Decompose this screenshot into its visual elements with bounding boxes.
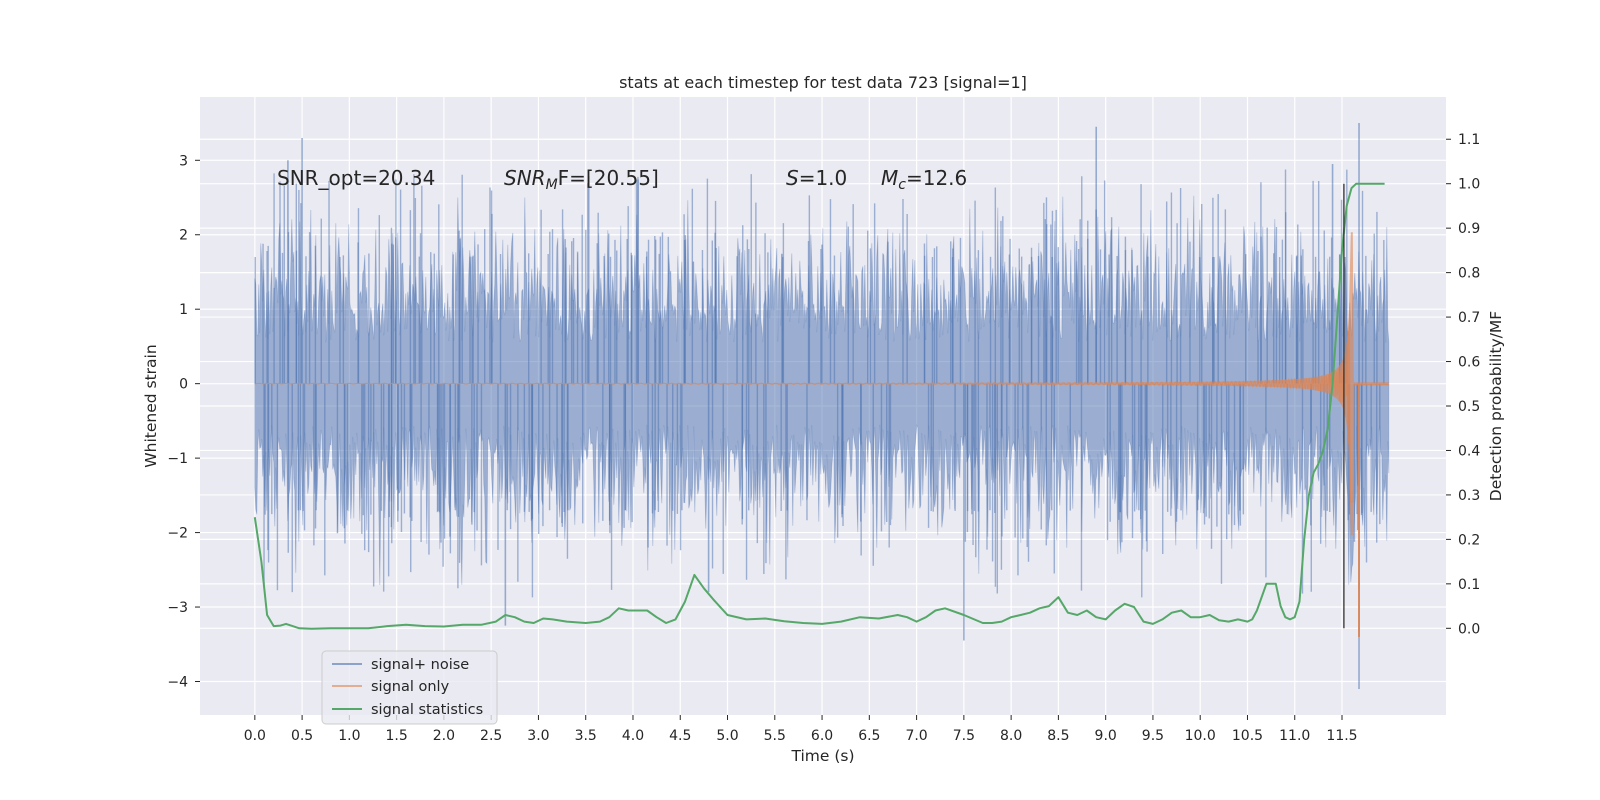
series-signal-plus-noise <box>254 123 1390 689</box>
x-tick-label-8: 4.0 <box>622 728 644 744</box>
chart-title: stats at each timestep for test data 723… <box>619 73 1027 92</box>
legend: signal+ noise signal only signal statist… <box>321 650 498 725</box>
y-axis-ticks: 3 2 1 0 −1 −2 −3 −4 <box>167 153 200 690</box>
annotation-mc: Mc=12.6 <box>881 166 967 193</box>
x-tick-label-23: 11.5 <box>1326 728 1357 744</box>
y-axis-label: Whitened strain <box>142 344 160 467</box>
y-tick-label-2: 1 <box>179 302 188 318</box>
y-right-tick-label-7: 0.4 <box>1458 443 1480 459</box>
x-tick-label-2: 1.0 <box>338 728 360 744</box>
x-tick-label-10: 5.0 <box>716 728 738 744</box>
x-tick-label-19: 9.5 <box>1142 728 1164 744</box>
y-tick-label-3: 0 <box>179 377 188 393</box>
x-tick-label-1: 0.5 <box>291 728 313 744</box>
legend-box <box>321 650 498 725</box>
y-right-tick-label-5: 0.6 <box>1458 355 1480 371</box>
annotation-snr-mf-main: SNR <box>504 166 546 190</box>
x-tick-label-5: 2.5 <box>480 728 502 744</box>
x-tick-label-7: 3.5 <box>575 728 597 744</box>
x-tick-label-3: 1.5 <box>386 728 408 744</box>
annotations: SNR_opt=20.34 SNRMF=[20.55] S=1.0 Mc=12.… <box>277 166 967 193</box>
signal-only-line <box>254 325 1389 503</box>
y-right-tick-label-2: 0.9 <box>1458 221 1480 237</box>
x-tick-label-13: 6.5 <box>858 728 880 744</box>
signal-only-envelope <box>254 232 1389 536</box>
x-tick-label-12: 6.0 <box>811 728 833 744</box>
y-right-tick-label-3: 0.8 <box>1458 266 1480 282</box>
annotation-snr-opt: SNR_opt=20.34 <box>277 166 435 190</box>
y-tick-label-6: −3 <box>167 600 188 616</box>
legend-label-signal-statistics: signal statistics <box>371 702 483 718</box>
x-tick-label-16: 8.0 <box>1000 728 1022 744</box>
x-axis-label: Time (s) <box>790 747 854 765</box>
y-right-tick-label-1: 1.0 <box>1458 177 1480 193</box>
annotation-snr-mf: SNRMF=[20.55] <box>504 166 659 193</box>
y-right-tick-label-10: 0.1 <box>1458 577 1480 593</box>
series-signal-only <box>254 232 1389 637</box>
y-right-tick-label-11: 0.0 <box>1458 621 1480 637</box>
legend-label-signal-only: signal only <box>371 679 450 695</box>
annotation-mc-main: M <box>881 166 898 190</box>
y-right-tick-label-4: 0.7 <box>1458 310 1480 326</box>
legend-label-signal-plus-noise: signal+ noise <box>371 657 469 673</box>
annotation-snr-mf-sub: M <box>546 177 558 193</box>
x-axis-ticks: 0.0 0.5 1.0 1.5 2.0 2.5 3.0 3.5 4.0 4.5 5.0 5.5 6.0 6… <box>244 715 1358 744</box>
y-right-tick-label-8: 0.3 <box>1458 488 1480 504</box>
y-tick-label-0: 3 <box>179 153 188 169</box>
y-right-axis-label: Detection probability/MF <box>1487 311 1505 502</box>
x-tick-label-17: 8.5 <box>1047 728 1069 744</box>
signal-statistics-line <box>253 182 1385 630</box>
y-tick-label-1: 2 <box>179 228 188 244</box>
y-right-tick-label-9: 0.2 <box>1458 532 1480 548</box>
annotation-s: S=1.0 <box>786 166 847 190</box>
x-tick-label-4: 2.0 <box>433 728 455 744</box>
series-signal-statistics <box>253 182 1385 630</box>
x-tick-label-11: 5.5 <box>764 728 786 744</box>
y-right-axis-ticks: 1.1 1.0 0.9 0.8 0.7 0.6 0.5 0.4 0.3 0.2 0.1 0.0 <box>1446 132 1480 637</box>
annotation-s-main: S <box>786 166 799 190</box>
x-tick-label-0: 0.0 <box>244 728 266 744</box>
y-tick-label-4: −1 <box>167 451 188 467</box>
x-tick-label-18: 9.0 <box>1095 728 1117 744</box>
x-tick-label-22: 11.0 <box>1279 728 1310 744</box>
y-tick-label-7: −4 <box>167 674 188 690</box>
x-tick-label-20: 10.0 <box>1185 728 1216 744</box>
x-tick-label-15: 7.5 <box>953 728 975 744</box>
annotation-mc-sub: c <box>898 177 906 193</box>
annotation-mc-rest: =12.6 <box>906 166 967 190</box>
x-tick-label-14: 7.0 <box>905 728 927 744</box>
y-right-tick-label-6: 0.5 <box>1458 399 1480 415</box>
y-right-tick-label-0: 1.1 <box>1458 132 1480 148</box>
x-tick-label-9: 4.5 <box>669 728 691 744</box>
annotation-snr-mf-rest: F=[20.55] <box>558 166 659 190</box>
annotation-s-rest: =1.0 <box>799 166 848 190</box>
y-tick-label-5: −2 <box>167 526 188 542</box>
x-tick-label-6: 3.0 <box>527 728 549 744</box>
x-tick-label-21: 10.5 <box>1232 728 1263 744</box>
